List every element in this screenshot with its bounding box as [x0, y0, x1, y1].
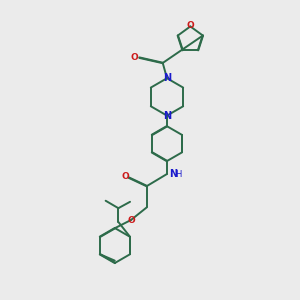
- Text: O: O: [131, 53, 139, 62]
- Text: O: O: [127, 216, 135, 225]
- Text: H: H: [176, 170, 182, 179]
- Text: N: N: [163, 73, 171, 83]
- Text: N: N: [169, 169, 177, 179]
- Text: O: O: [187, 21, 195, 30]
- Text: O: O: [121, 172, 129, 181]
- Text: N: N: [163, 111, 171, 121]
